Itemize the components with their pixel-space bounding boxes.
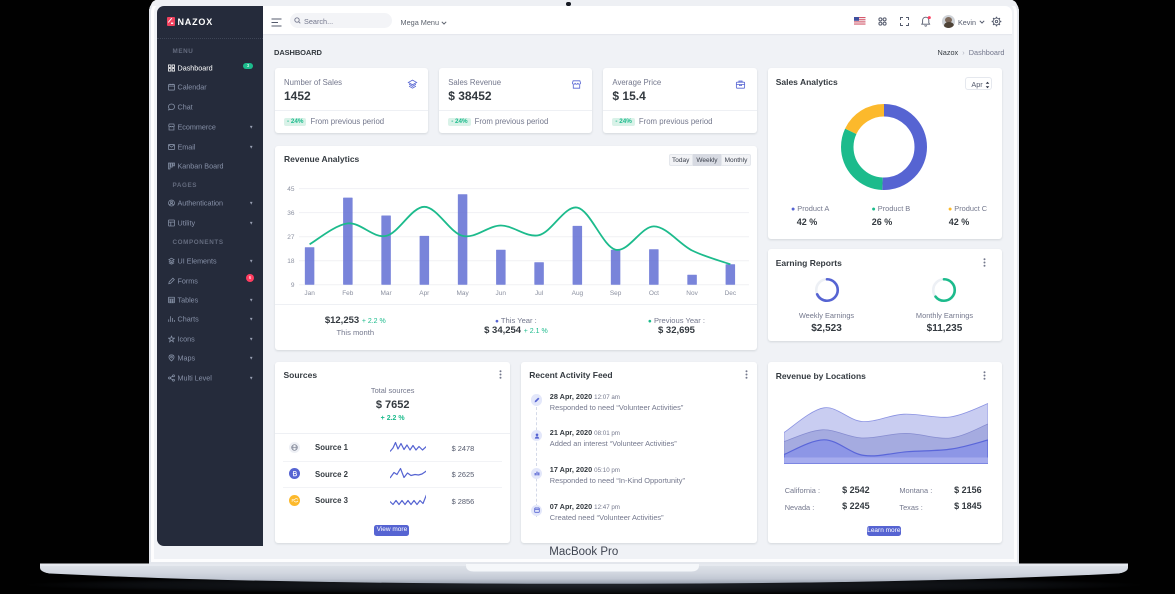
svg-text:P: P <box>291 498 294 503</box>
svg-text:18: 18 <box>287 258 295 265</box>
svg-text:Oct: Oct <box>649 290 659 297</box>
svg-text:45: 45 <box>287 186 295 193</box>
svg-text:9: 9 <box>291 282 295 289</box>
svg-text:May: May <box>456 290 469 297</box>
svg-text:Apr: Apr <box>419 290 430 297</box>
svg-text:Aug: Aug <box>572 290 584 297</box>
svg-text:Mar: Mar <box>381 290 393 297</box>
svg-text:Nov: Nov <box>686 290 698 297</box>
svg-text:Jan: Jan <box>304 290 315 297</box>
svg-text:36: 36 <box>287 210 295 217</box>
svg-text:Sep: Sep <box>610 290 622 297</box>
svg-text:Jul: Jul <box>535 290 543 297</box>
svg-text:Dec: Dec <box>725 290 737 297</box>
svg-text:Feb: Feb <box>342 290 354 297</box>
svg-text:27: 27 <box>287 234 295 241</box>
svg-text:Jun: Jun <box>496 290 507 297</box>
